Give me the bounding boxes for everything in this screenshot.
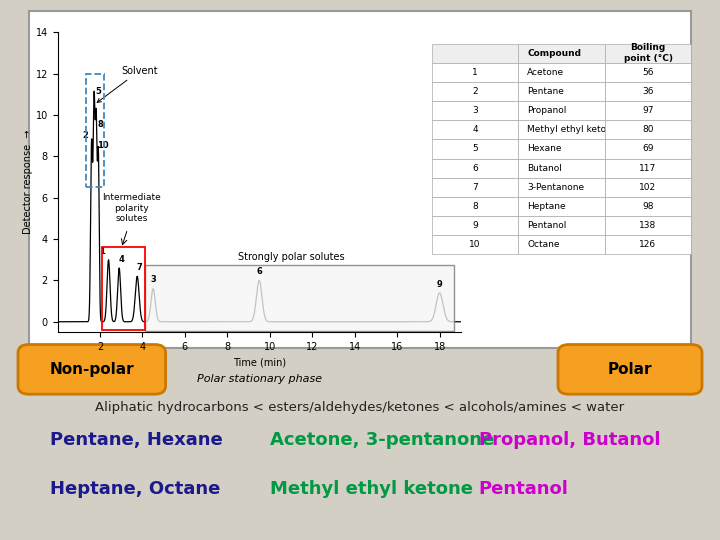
Text: Intermediate
polarity
solutes: Intermediate polarity solutes [102, 193, 161, 223]
Text: Strongly polar solutes: Strongly polar solutes [238, 252, 344, 262]
Text: Propanol, Butanol: Propanol, Butanol [479, 431, 660, 449]
Bar [86, 74, 104, 187]
Text: 1: 1 [99, 247, 105, 255]
Text: 8: 8 [98, 120, 104, 130]
Text: 3: 3 [150, 275, 156, 285]
Text: Aliphatic hydrocarbons < esters/aldehydes/ketones < alcohols/amines < water: Aliphatic hydrocarbons < esters/aldehyde… [96, 401, 624, 414]
FancyBboxPatch shape [558, 345, 702, 394]
Text: 2: 2 [82, 131, 88, 140]
Text: 4: 4 [118, 255, 125, 264]
FancyBboxPatch shape [29, 11, 691, 348]
Text: Polar stationary phase: Polar stationary phase [197, 374, 322, 383]
Text: Pentanol: Pentanol [479, 480, 569, 498]
Y-axis label: Detector response  →: Detector response → [23, 130, 32, 234]
Text: Heptane, Octane: Heptane, Octane [50, 480, 221, 498]
Text: Pentane, Hexane: Pentane, Hexane [50, 431, 223, 449]
Text: Methyl ethyl ketone: Methyl ethyl ketone [270, 480, 473, 498]
Bar [145, 265, 454, 331]
Text: Acetone, 3-pentanone: Acetone, 3-pentanone [270, 431, 494, 449]
Text: 5: 5 [96, 87, 102, 97]
Text: Polar: Polar [608, 362, 652, 377]
Text: 10: 10 [96, 141, 109, 150]
FancyBboxPatch shape [18, 345, 166, 394]
Text: Solvent: Solvent [97, 66, 158, 103]
Bar [102, 247, 145, 330]
Text: Non-polar: Non-polar [50, 362, 134, 377]
Text: 7: 7 [136, 263, 142, 272]
Text: 6: 6 [256, 267, 262, 276]
Text: 9: 9 [437, 280, 443, 288]
X-axis label: Time (min): Time (min) [233, 357, 286, 367]
